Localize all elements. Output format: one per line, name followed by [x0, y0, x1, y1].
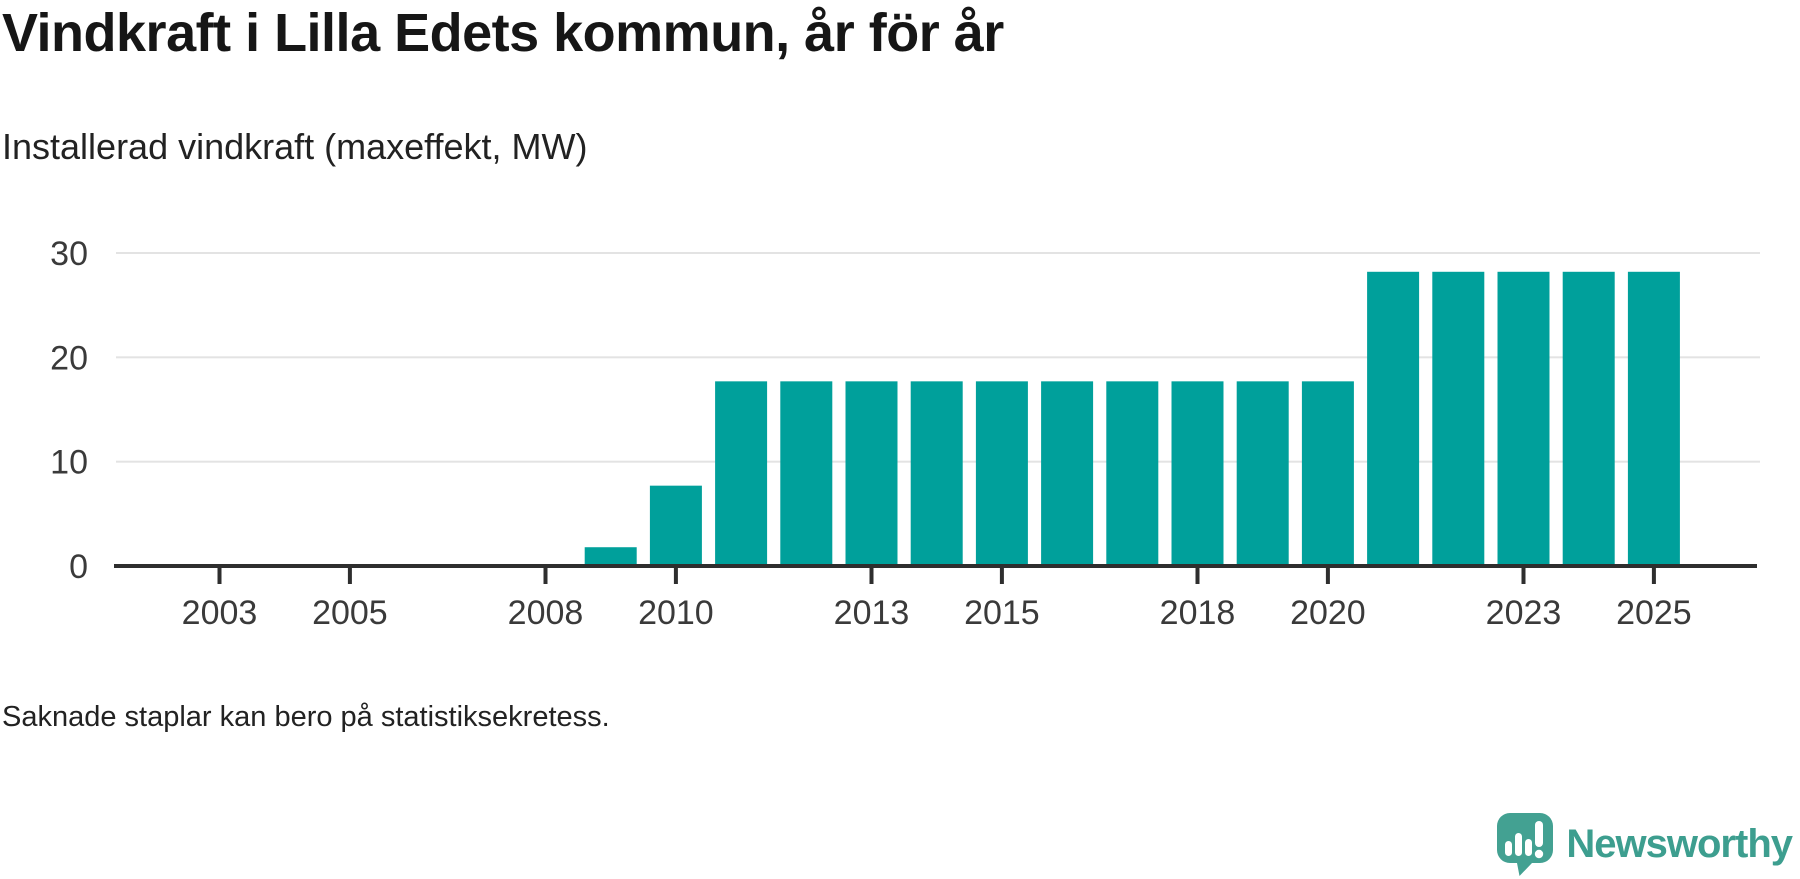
bar-2014	[910, 381, 963, 566]
x-tick-label-2010: 2010	[638, 594, 714, 632]
x-tick-2025	[1651, 568, 1656, 584]
bar-2023	[1497, 271, 1550, 566]
bar-2025	[1627, 271, 1680, 566]
x-tick-label-2005: 2005	[312, 594, 388, 632]
y-tick-label-0: 0	[69, 548, 88, 586]
bar-2011	[715, 381, 768, 566]
chart-footnote: Saknade staplar kan bero på statistiksek…	[2, 701, 610, 733]
x-tick-label-2008: 2008	[508, 594, 584, 632]
bar-2009	[584, 547, 637, 566]
newsworthy-barchart-bubble-icon	[1497, 813, 1554, 876]
chart-subtitle: Installerad vindkraft (maxeffekt, MW)	[2, 126, 588, 167]
bar-2017	[1106, 381, 1159, 566]
bar-chart-plot: 0 10 20 30 2003 2005 2008 2010 2013 2015 2018 2020 2…	[50, 235, 1760, 632]
bar-2018	[1171, 381, 1224, 566]
newsworthy-logo-text: Newsworthy	[1566, 821, 1793, 866]
y-gridline-30	[116, 252, 1760, 255]
y-tick-label-30: 30	[50, 235, 88, 273]
x-tick-2018	[1195, 568, 1200, 584]
x-tick-label-2023: 2023	[1486, 594, 1562, 632]
x-tick-2005	[347, 568, 352, 584]
x-tick-label-2013: 2013	[834, 594, 910, 632]
x-tick-2010	[673, 568, 678, 584]
x-tick-label-2003: 2003	[182, 594, 258, 632]
bar-2021	[1367, 271, 1420, 566]
x-tick-label-2020: 2020	[1290, 594, 1366, 632]
bar-2010	[649, 485, 702, 566]
x-tick-2003	[217, 568, 222, 584]
chart-title: Vindkraft i Lilla Edets kommun, år för å…	[2, 3, 1004, 63]
x-tick-2008	[543, 568, 548, 584]
x-tick-2020	[1325, 568, 1330, 584]
bar-2012	[780, 381, 833, 566]
bar-2016	[1041, 381, 1094, 566]
bar-2019	[1236, 381, 1289, 566]
bar-2022	[1432, 271, 1485, 566]
bar-2013	[845, 381, 898, 566]
bar-2020	[1301, 381, 1354, 566]
x-tick-2013	[869, 568, 874, 584]
x-axis-line	[114, 564, 1757, 568]
x-tick-label-2025: 2025	[1616, 594, 1692, 632]
x-tick-label-2015: 2015	[964, 594, 1040, 632]
x-tick-2015	[999, 568, 1004, 584]
x-tick-2023	[1521, 568, 1526, 584]
y-gridline-20	[116, 356, 1760, 359]
newsworthy-logo: Newsworthy	[1496, 812, 1793, 876]
y-tick-label-10: 10	[50, 444, 88, 482]
y-tick-label-20: 20	[50, 339, 88, 377]
bar-2024	[1562, 271, 1615, 566]
x-tick-label-2018: 2018	[1160, 594, 1236, 632]
bar-2015	[975, 381, 1028, 566]
